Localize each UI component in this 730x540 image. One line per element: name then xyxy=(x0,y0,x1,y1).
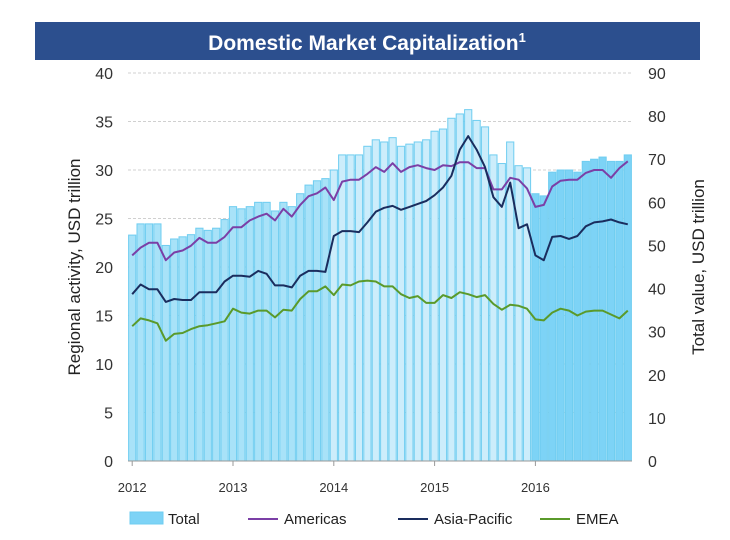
bar-total xyxy=(321,178,330,462)
bar-total xyxy=(329,169,338,462)
y-right-tick-label: 60 xyxy=(648,195,666,212)
bar-total xyxy=(598,156,607,462)
bar-total xyxy=(195,227,204,462)
y-right-tick-label: 50 xyxy=(648,238,666,255)
y-right-tick-label: 30 xyxy=(648,325,666,342)
bar-total xyxy=(548,171,557,462)
bar-total xyxy=(606,160,616,462)
y-left-tick-label: 15 xyxy=(95,309,113,326)
y-axis-left-label: Regional activity, USD trillion xyxy=(65,159,84,376)
bar-total xyxy=(296,193,305,462)
y-left-tick-label: 35 xyxy=(95,115,113,132)
bar-total xyxy=(615,160,624,462)
bar-total xyxy=(623,154,632,462)
y-right-tick-label: 90 xyxy=(648,66,666,83)
title-banner xyxy=(35,22,700,60)
bar-total xyxy=(531,193,540,462)
bar-total xyxy=(203,229,212,462)
legend-label-total: Total xyxy=(168,511,200,528)
bar-total xyxy=(270,210,280,462)
x-tick-label: 2012 xyxy=(118,480,147,495)
y-axis-right-label: Total value, USD trillion xyxy=(689,179,708,355)
bar-total xyxy=(371,139,380,462)
y-left-tick-label: 10 xyxy=(95,357,113,374)
bar-total xyxy=(539,195,548,462)
bar-total xyxy=(237,208,246,462)
bar-total xyxy=(178,236,187,462)
bar-total xyxy=(304,184,313,462)
y-right-tick-label: 70 xyxy=(648,152,666,169)
x-tick-label: 2015 xyxy=(420,480,449,495)
bar-total xyxy=(413,141,422,462)
bar-total xyxy=(228,206,238,462)
bar-total xyxy=(380,141,389,462)
bar-total xyxy=(144,223,154,462)
bar-total xyxy=(279,201,288,462)
legend-label: Americas xyxy=(284,511,347,528)
bar-total xyxy=(354,154,364,462)
bar-total xyxy=(455,113,464,462)
bar-total xyxy=(262,201,271,462)
legend-label: Asia-Pacific xyxy=(434,511,513,528)
y-left-tick-label: 40 xyxy=(95,66,113,83)
bar-total xyxy=(363,145,372,462)
bar-total xyxy=(170,238,179,462)
x-tick-label: 2013 xyxy=(219,480,248,495)
y-left-tick-label: 5 xyxy=(104,406,113,423)
bar-total xyxy=(564,169,574,462)
bar-total xyxy=(522,167,532,462)
bar-total xyxy=(573,171,582,462)
y-right-tick-label: 40 xyxy=(648,282,666,299)
bar-total xyxy=(186,234,196,462)
y-right-tick-label: 80 xyxy=(648,109,666,126)
y-left-tick-label: 20 xyxy=(95,260,113,277)
bar-total xyxy=(556,169,565,462)
bar-total xyxy=(153,223,162,462)
bar-total xyxy=(254,201,263,462)
y-right-tick-label: 20 xyxy=(648,368,666,385)
x-tick-label: 2016 xyxy=(521,480,550,495)
y-left-tick-label: 30 xyxy=(95,163,113,180)
x-tick-label: 2014 xyxy=(319,480,348,495)
bar-total xyxy=(430,130,439,462)
bar-total xyxy=(472,119,481,462)
chart-title: Domestic Market Capitalization1 xyxy=(208,30,526,55)
y-left-tick-label: 0 xyxy=(104,454,113,471)
line-emea xyxy=(131,279,629,342)
bar-total xyxy=(338,154,347,462)
bar-total xyxy=(405,143,414,462)
bar-total xyxy=(220,219,229,462)
line-americas xyxy=(131,160,629,262)
bar-total xyxy=(396,145,406,462)
bar-total xyxy=(128,234,137,462)
bar-total xyxy=(212,227,221,462)
bar-total xyxy=(312,180,322,462)
legend-label: EMEA xyxy=(576,511,619,528)
bar-total xyxy=(136,223,145,462)
bar-total xyxy=(388,137,397,462)
bar-total xyxy=(161,244,170,462)
line-asia-pacific xyxy=(131,135,629,303)
bar-total xyxy=(497,163,506,462)
y-right-tick-label: 10 xyxy=(648,411,666,428)
bar-total xyxy=(287,206,296,462)
bar-total xyxy=(245,206,254,462)
y-left-tick-label: 25 xyxy=(95,212,113,229)
legend-swatch-total xyxy=(129,511,164,525)
y-right-tick-label: 0 xyxy=(648,454,657,471)
bar-total xyxy=(346,154,355,462)
